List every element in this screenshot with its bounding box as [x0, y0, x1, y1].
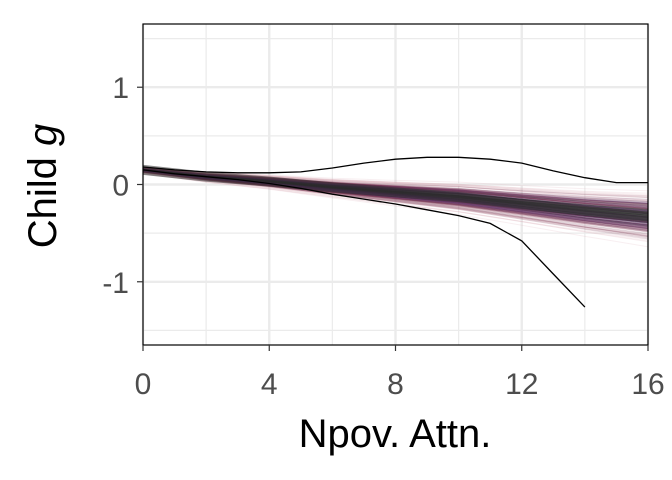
x-tick-label: 16: [631, 368, 664, 401]
y-tick-label: 0: [112, 170, 129, 203]
x-axis-title: Npov. Attn.: [299, 412, 492, 456]
draw-line: [143, 173, 648, 248]
lower-bound-line: [143, 169, 586, 308]
y-axis-title-italic: g: [21, 124, 65, 146]
x-tick-label: 4: [261, 368, 278, 401]
x-tick-label: 8: [387, 368, 404, 401]
y-tick-label: -1: [102, 267, 129, 300]
x-tick-label: 12: [505, 368, 538, 401]
y-axis-ticks: 1 0 -1: [102, 72, 143, 300]
y-tick-label: 1: [112, 72, 129, 105]
y-axis-title: Child g: [21, 124, 65, 249]
bound-lines: [143, 156, 648, 308]
x-axis-ticks: 0 4 8 12 16: [135, 345, 665, 401]
y-axis-title-main: Child: [21, 146, 65, 248]
x-tick-label: 0: [135, 368, 152, 401]
upper-bound-line: [143, 156, 648, 184]
